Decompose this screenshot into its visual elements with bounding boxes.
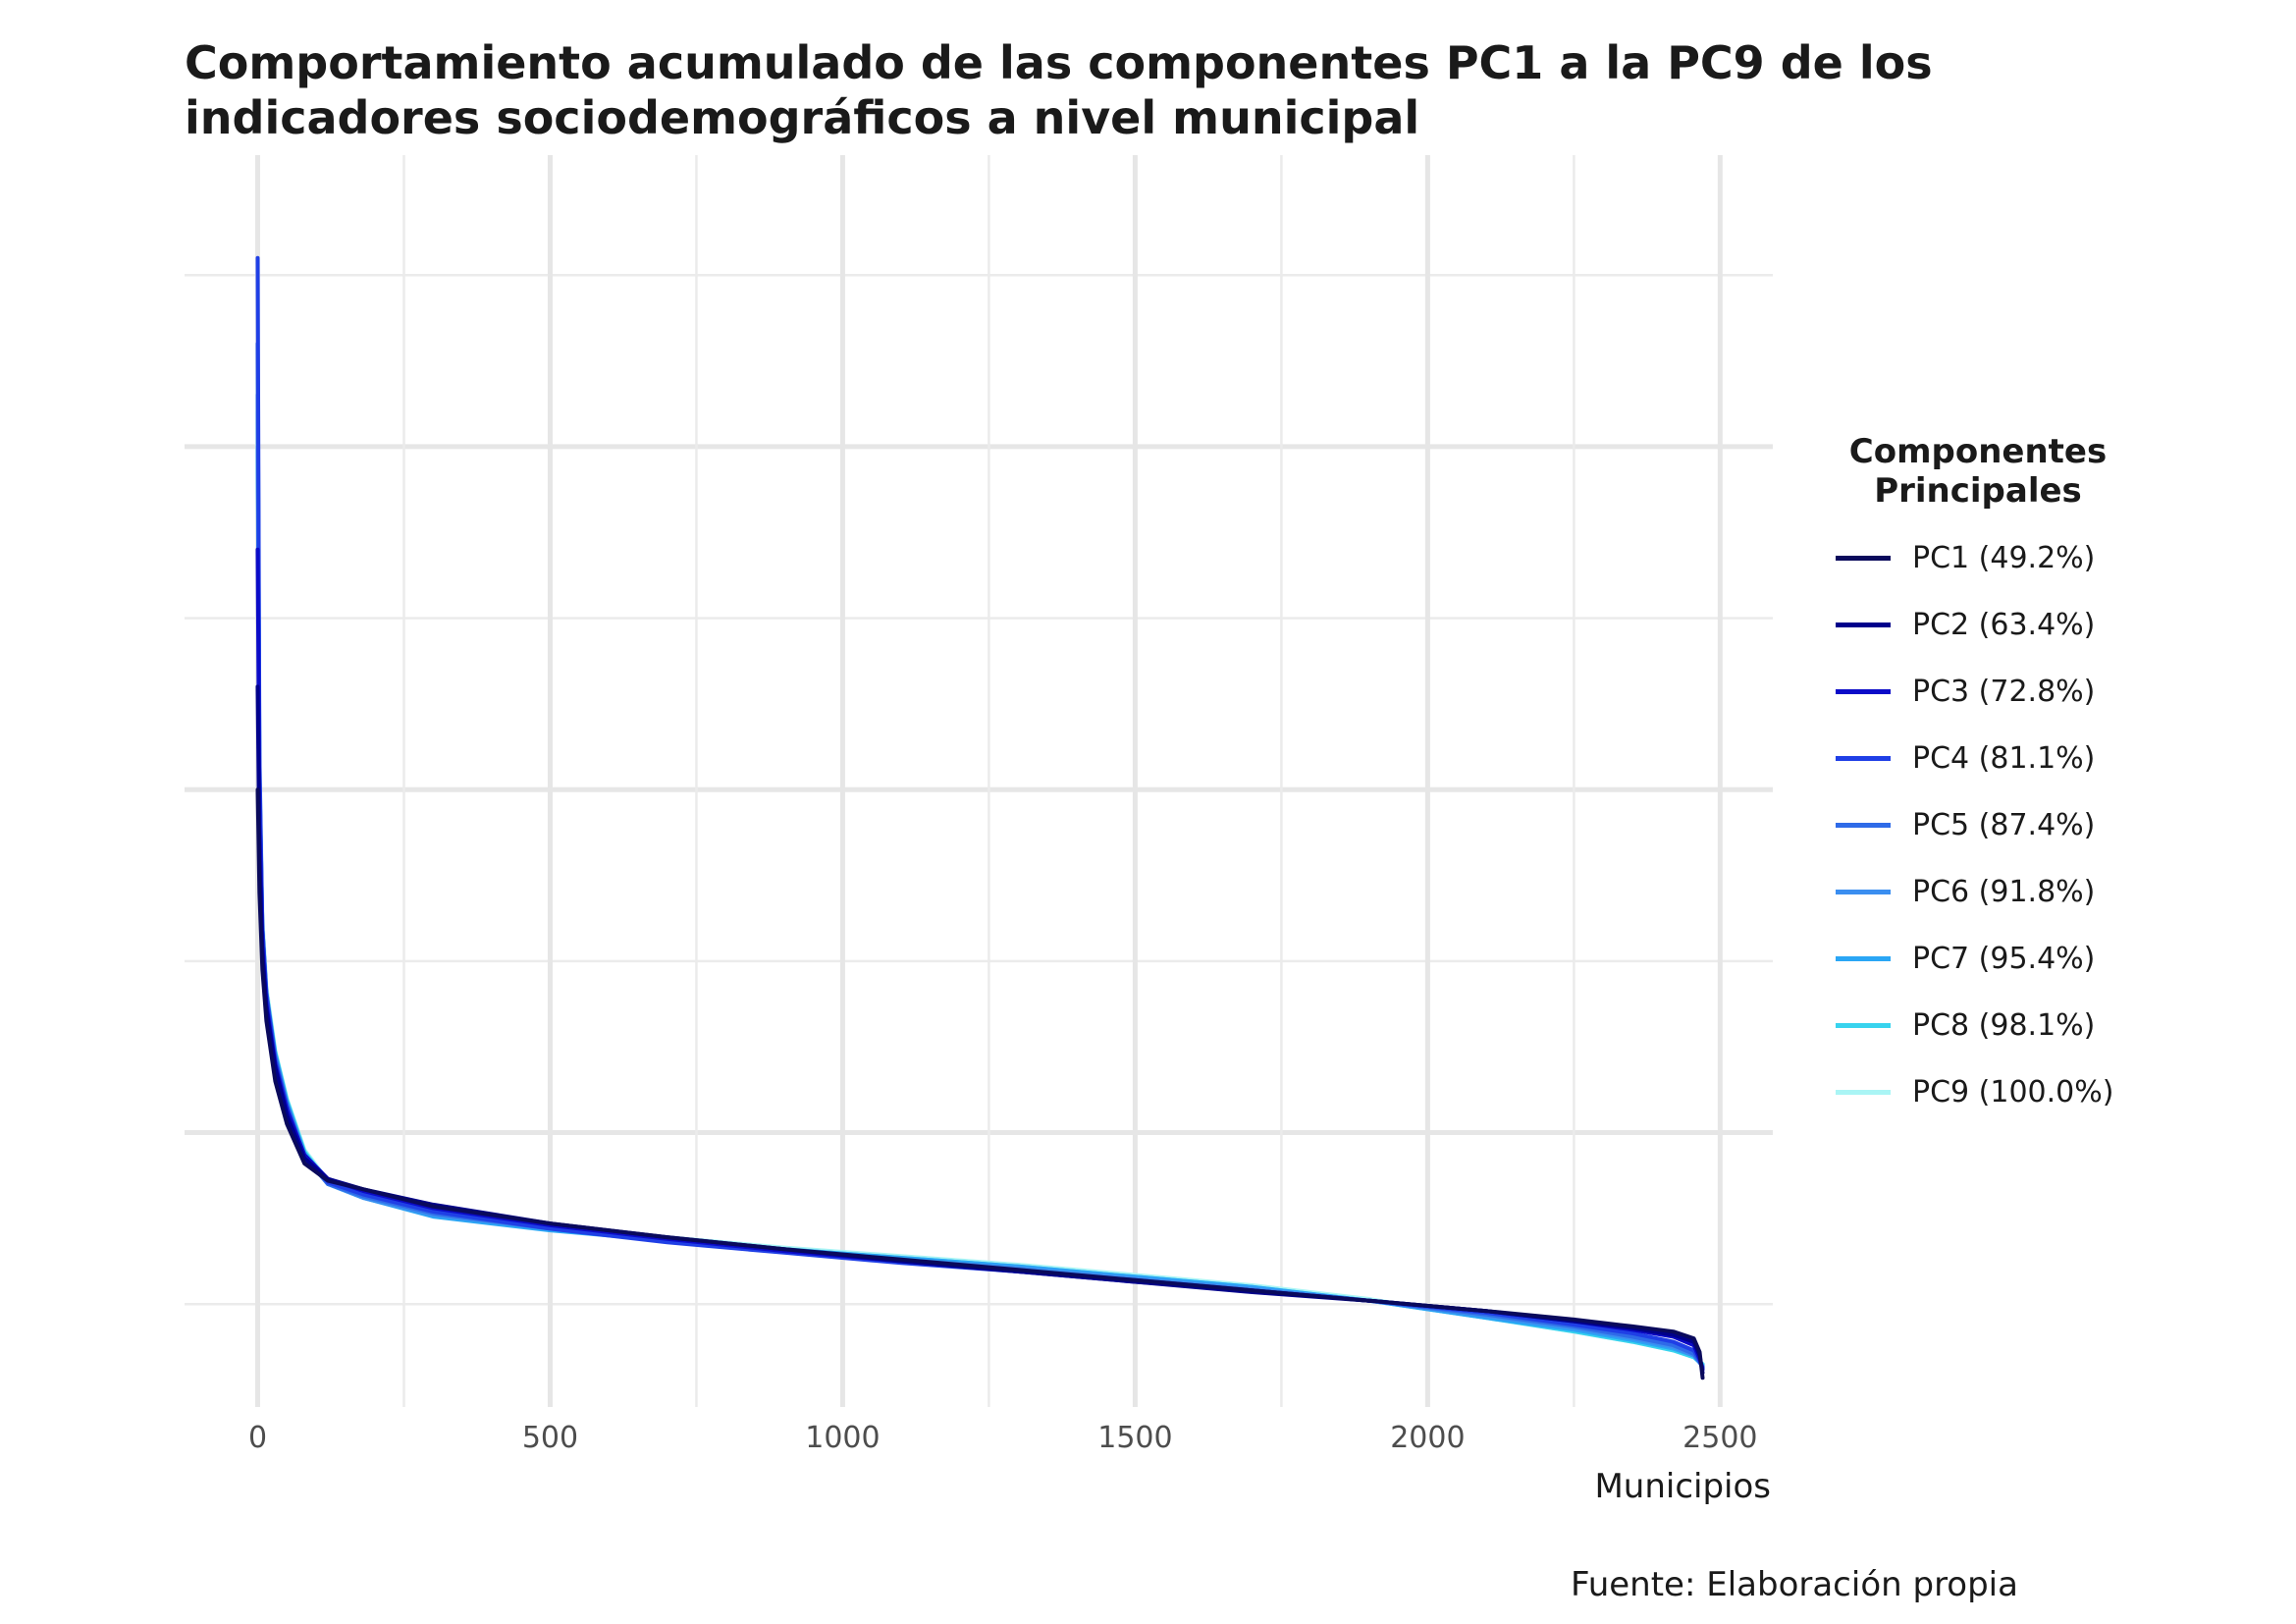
series-line-pc4 <box>255 255 1705 1370</box>
legend-label-pc7: PC7 (95.4%) <box>1912 941 2096 976</box>
x-tick-label-0: 0 <box>248 1421 267 1455</box>
legend-label-pc8: PC8 (98.1%) <box>1912 1007 2096 1043</box>
legend-item-pc2: PC2 (63.4%) <box>1836 591 2268 658</box>
legend-item-pc1: PC1 (49.2%) <box>1836 524 2268 591</box>
x-axis-title: Municipios <box>1594 1467 1771 1506</box>
series-line-pc1 <box>255 787 1705 1380</box>
legend-title-line-1: Componentes <box>1848 432 2108 471</box>
legend-item-pc7: PC7 (95.4%) <box>1836 925 2268 992</box>
legend-swatch-pc3 <box>1836 688 1891 694</box>
legend-swatch-pc8 <box>1836 1022 1891 1028</box>
legend-label-pc6: PC6 (91.8%) <box>1912 874 2096 909</box>
x-tick-label-2000: 2000 <box>1390 1421 1465 1455</box>
chart-title-line-1: Comportamiento acumulado de las componen… <box>185 36 1933 89</box>
legend-swatch-pc2 <box>1836 622 1891 627</box>
legend-swatch-pc5 <box>1836 822 1891 828</box>
grid-layer <box>185 155 1773 1407</box>
legend-swatch-pc9 <box>1836 1089 1891 1095</box>
legend-item-pc5: PC5 (87.4%) <box>1836 791 2268 858</box>
x-tick-labels: 0 500 1000 1500 2000 2500 <box>248 1421 1758 1455</box>
legend-label-pc1: PC1 (49.2%) <box>1912 540 2096 575</box>
legend-label-pc2: PC2 (63.4%) <box>1912 607 2096 642</box>
x-tick-label-2500: 2500 <box>1682 1421 1757 1455</box>
series-line-pc7 <box>255 444 1705 1369</box>
legend-item-pc3: PC3 (72.8%) <box>1836 658 2268 725</box>
x-tick-label-1000: 1000 <box>805 1421 880 1455</box>
legend: Componentes Principales PC1 (49.2%) PC2 (… <box>1836 432 2268 1125</box>
legend-swatch-pc1 <box>1836 555 1891 561</box>
legend-label-pc3: PC3 (72.8%) <box>1912 674 2096 709</box>
legend-title: Componentes Principales <box>1836 432 2120 511</box>
legend-label-pc9: PC9 (100.0%) <box>1912 1074 2114 1110</box>
series-line-pc3 <box>255 547 1705 1372</box>
legend-label-pc4: PC4 (81.1%) <box>1912 740 2096 776</box>
legend-title-line-2: Principales <box>1874 471 2082 511</box>
chart-title-line-2: indicadores sociodemográficos a nivel mu… <box>185 91 1420 144</box>
x-tick-label-500: 500 <box>522 1421 578 1455</box>
x-tick-label-1500: 1500 <box>1097 1421 1172 1455</box>
legend-items: PC1 (49.2%) PC2 (63.4%) PC3 (72.8%) PC4 (81… <box>1836 524 2268 1125</box>
series-layer <box>255 255 1705 1380</box>
source-note: Fuente: Elaboración propia <box>1571 1565 2018 1604</box>
legend-swatch-pc4 <box>1836 755 1891 761</box>
chart-title: Comportamiento acumulado de las componen… <box>185 35 1951 145</box>
legend-swatch-pc7 <box>1836 955 1891 961</box>
legend-label-pc5: PC5 (87.4%) <box>1912 807 2096 842</box>
legend-item-pc4: PC4 (81.1%) <box>1836 725 2268 791</box>
legend-item-pc8: PC8 (98.1%) <box>1836 992 2268 1058</box>
legend-item-pc6: PC6 (91.8%) <box>1836 858 2268 925</box>
legend-item-pc9: PC9 (100.0%) <box>1836 1058 2268 1125</box>
legend-swatch-pc6 <box>1836 889 1891 894</box>
